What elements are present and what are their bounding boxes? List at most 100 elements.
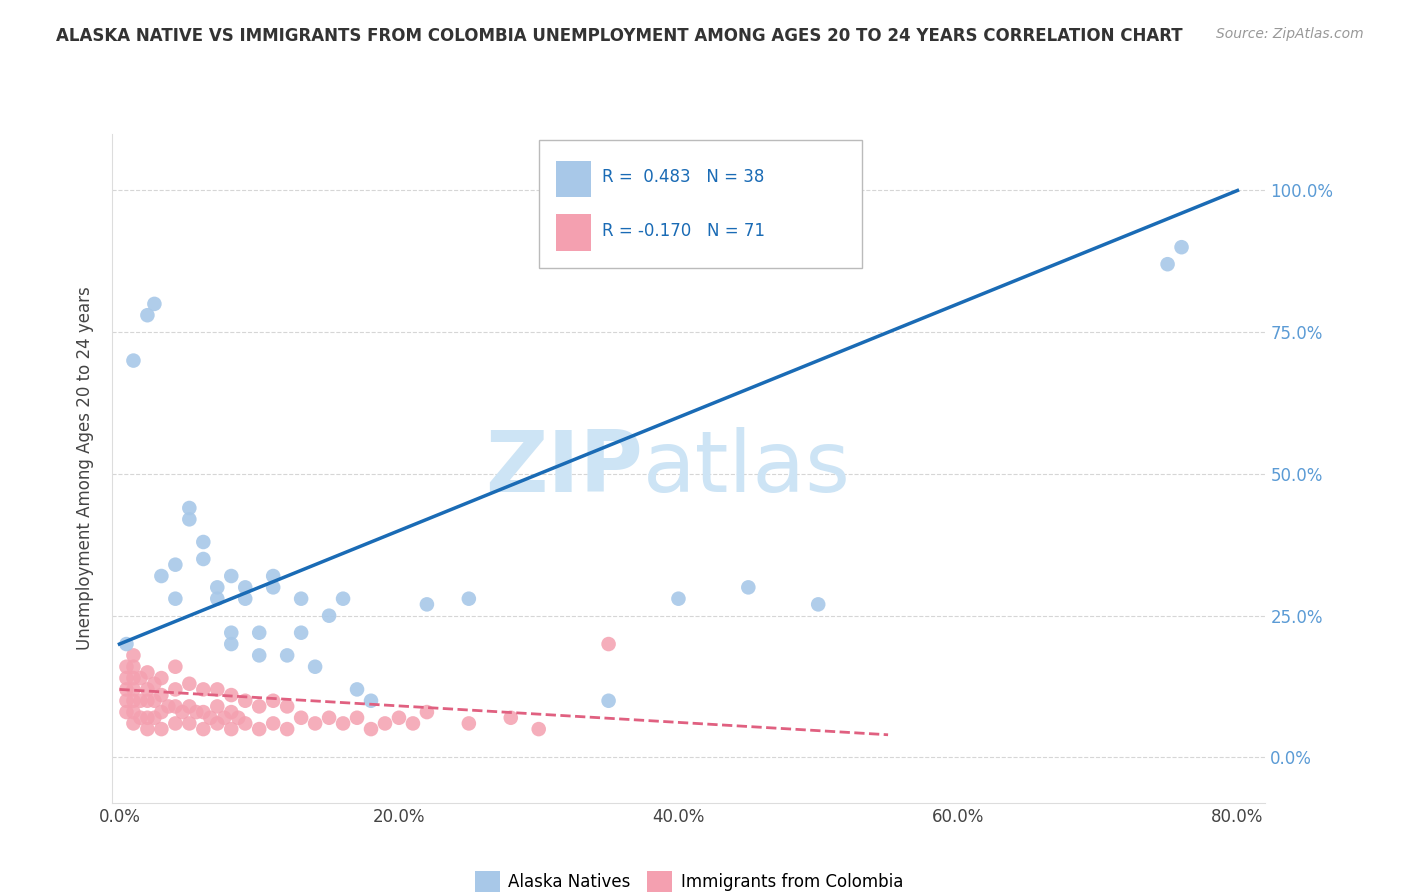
Point bbox=[457, 591, 479, 606]
Point bbox=[150, 671, 173, 685]
Point bbox=[346, 711, 368, 725]
Point bbox=[668, 591, 690, 606]
Point bbox=[150, 722, 173, 736]
Point bbox=[122, 671, 145, 685]
FancyBboxPatch shape bbox=[557, 214, 591, 251]
Legend: Alaska Natives, Immigrants from Colombia: Alaska Natives, Immigrants from Colombia bbox=[468, 864, 910, 892]
Point bbox=[598, 637, 620, 651]
Point bbox=[136, 665, 159, 680]
Point bbox=[179, 699, 201, 714]
Point bbox=[165, 699, 187, 714]
Point bbox=[143, 677, 166, 691]
Point bbox=[172, 705, 194, 719]
Point bbox=[136, 694, 159, 708]
Point bbox=[136, 682, 159, 697]
Y-axis label: Unemployment Among Ages 20 to 24 years: Unemployment Among Ages 20 to 24 years bbox=[76, 286, 94, 650]
Point bbox=[115, 671, 138, 685]
Point bbox=[262, 716, 284, 731]
Point bbox=[304, 659, 326, 673]
Point bbox=[115, 705, 138, 719]
Point bbox=[157, 699, 180, 714]
Point bbox=[346, 682, 368, 697]
Point bbox=[122, 353, 145, 368]
FancyBboxPatch shape bbox=[557, 161, 591, 197]
Point bbox=[143, 297, 166, 311]
Point bbox=[262, 580, 284, 594]
Point bbox=[219, 722, 242, 736]
Point bbox=[122, 694, 145, 708]
Point bbox=[129, 711, 152, 725]
Point bbox=[262, 569, 284, 583]
Point bbox=[247, 625, 270, 640]
Point bbox=[219, 625, 242, 640]
Point bbox=[136, 722, 159, 736]
Point bbox=[115, 659, 138, 673]
Point bbox=[332, 591, 354, 606]
Point bbox=[115, 682, 138, 697]
Point bbox=[416, 598, 439, 612]
Point bbox=[122, 705, 145, 719]
Point bbox=[193, 705, 215, 719]
Point bbox=[416, 705, 439, 719]
Point bbox=[219, 637, 242, 651]
Point bbox=[193, 552, 215, 566]
Point bbox=[1156, 257, 1178, 271]
Text: R = -0.170   N = 71: R = -0.170 N = 71 bbox=[602, 222, 765, 240]
Point bbox=[457, 716, 479, 731]
Point bbox=[807, 598, 830, 612]
Point bbox=[233, 694, 256, 708]
Point bbox=[179, 716, 201, 731]
Point bbox=[179, 512, 201, 526]
Point bbox=[122, 648, 145, 663]
Text: atlas: atlas bbox=[643, 426, 851, 510]
Point bbox=[150, 688, 173, 702]
Point bbox=[207, 591, 229, 606]
Point bbox=[179, 677, 201, 691]
Point bbox=[165, 682, 187, 697]
Point bbox=[219, 688, 242, 702]
Point bbox=[122, 682, 145, 697]
Point bbox=[122, 659, 145, 673]
Point bbox=[207, 716, 229, 731]
Text: ALASKA NATIVE VS IMMIGRANTS FROM COLOMBIA UNEMPLOYMENT AMONG AGES 20 TO 24 YEARS: ALASKA NATIVE VS IMMIGRANTS FROM COLOMBI… bbox=[56, 27, 1182, 45]
Point bbox=[527, 722, 550, 736]
Point bbox=[165, 716, 187, 731]
Point bbox=[165, 591, 187, 606]
Text: ZIP: ZIP bbox=[485, 426, 643, 510]
Point bbox=[233, 591, 256, 606]
Point bbox=[165, 659, 187, 673]
Point bbox=[207, 580, 229, 594]
Text: R =  0.483   N = 38: R = 0.483 N = 38 bbox=[602, 169, 765, 186]
FancyBboxPatch shape bbox=[538, 141, 862, 268]
Point bbox=[136, 308, 159, 322]
Point bbox=[737, 580, 759, 594]
Point bbox=[122, 716, 145, 731]
Point bbox=[499, 711, 522, 725]
Point bbox=[360, 722, 382, 736]
Point bbox=[332, 716, 354, 731]
Point bbox=[276, 722, 298, 736]
Point bbox=[276, 648, 298, 663]
Point bbox=[193, 682, 215, 697]
Point bbox=[150, 705, 173, 719]
Point bbox=[276, 699, 298, 714]
Point bbox=[165, 558, 187, 572]
Point bbox=[193, 722, 215, 736]
Point bbox=[129, 694, 152, 708]
Point bbox=[226, 711, 249, 725]
Point bbox=[318, 608, 340, 623]
Point bbox=[1170, 240, 1192, 254]
Point bbox=[150, 569, 173, 583]
Point bbox=[219, 569, 242, 583]
Text: Source: ZipAtlas.com: Source: ZipAtlas.com bbox=[1216, 27, 1364, 41]
Point bbox=[233, 716, 256, 731]
Point bbox=[179, 500, 201, 515]
Point bbox=[143, 711, 166, 725]
Point bbox=[233, 580, 256, 594]
Point bbox=[143, 694, 166, 708]
Point bbox=[598, 694, 620, 708]
Point bbox=[304, 716, 326, 731]
Point bbox=[318, 711, 340, 725]
Point bbox=[360, 694, 382, 708]
Point bbox=[247, 699, 270, 714]
